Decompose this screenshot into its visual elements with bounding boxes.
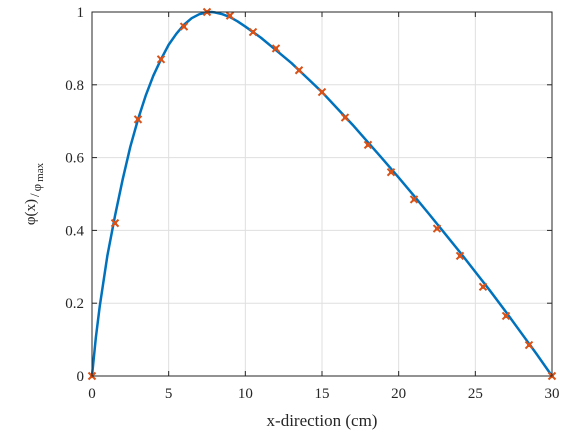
y-tick-label: 0.6	[65, 151, 84, 167]
x-tick-label: 30	[545, 386, 560, 402]
data-point-marker	[179, 22, 189, 31]
marker-dot	[274, 46, 278, 51]
svg-text:φ(x)/φmax: φ(x) /φ max	[23, 162, 46, 225]
y-tick-label: 1	[77, 5, 85, 21]
series-layer	[87, 7, 557, 381]
data-point-marker	[524, 340, 534, 350]
marker-dot	[458, 253, 462, 258]
data-point-marker	[478, 282, 488, 292]
marker-dot	[366, 142, 370, 147]
x-axis-title: x-direction (cm)	[267, 411, 378, 430]
data-point-marker	[432, 224, 442, 233]
marker-dot	[228, 13, 232, 18]
y-tick-label: 0.2	[65, 296, 84, 312]
marker-dot	[343, 115, 347, 120]
marker-dot	[527, 343, 531, 348]
x-tick-label: 5	[165, 386, 173, 402]
marker-dot	[159, 57, 163, 62]
data-point-marker	[294, 66, 304, 75]
grid	[92, 12, 552, 376]
data-point-marker	[340, 113, 350, 122]
marker-dot	[297, 68, 301, 73]
x-tick-label: 25	[468, 386, 483, 402]
marker-dot	[435, 226, 439, 231]
y-tick-label: 0	[77, 369, 85, 385]
ticks	[91, 11, 553, 377]
series-line	[90, 10, 554, 378]
y-tick-label: 0.4	[65, 223, 84, 239]
y-axis-title-phi: φ	[29, 184, 44, 192]
data-point-marker	[409, 195, 419, 204]
y-axis-title-slash: /	[27, 193, 42, 197]
data-point-marker	[110, 218, 120, 228]
marker-dot	[412, 197, 416, 202]
y-axis-title-numerator: φ(x)	[23, 199, 39, 225]
x-tick-label: 10	[238, 386, 253, 402]
data-point-marker	[225, 11, 235, 20]
data-point-marker	[363, 140, 373, 150]
y-axis-title: φ(x) /φ max	[23, 162, 46, 225]
marker-dot	[251, 30, 255, 35]
marker-dot	[389, 170, 393, 175]
x-tick-label: 15	[315, 386, 330, 402]
data-point-marker	[386, 167, 396, 177]
data-point-marker	[248, 27, 258, 37]
marker-dot	[113, 221, 117, 226]
tick-labels: 0 5 10 15 20 25 30 0 0.2 0.4 0.6 0.8 1	[65, 5, 559, 402]
marker-dot	[504, 313, 508, 318]
data-point-marker	[156, 55, 166, 64]
marker-dot	[182, 24, 186, 29]
marker-dot	[320, 90, 324, 95]
data-point-marker	[271, 44, 281, 53]
x-tick-label: 20	[391, 386, 406, 402]
data-point-marker	[455, 251, 465, 261]
x-tick-label: 0	[88, 386, 96, 402]
y-axis-title-subscript: max	[34, 162, 46, 181]
marker-dot	[481, 284, 485, 289]
data-point-marker	[317, 87, 327, 97]
marker-dot	[136, 117, 140, 122]
data-point-marker	[501, 311, 511, 321]
y-tick-label: 0.8	[65, 78, 84, 94]
data-point-marker	[133, 115, 143, 124]
